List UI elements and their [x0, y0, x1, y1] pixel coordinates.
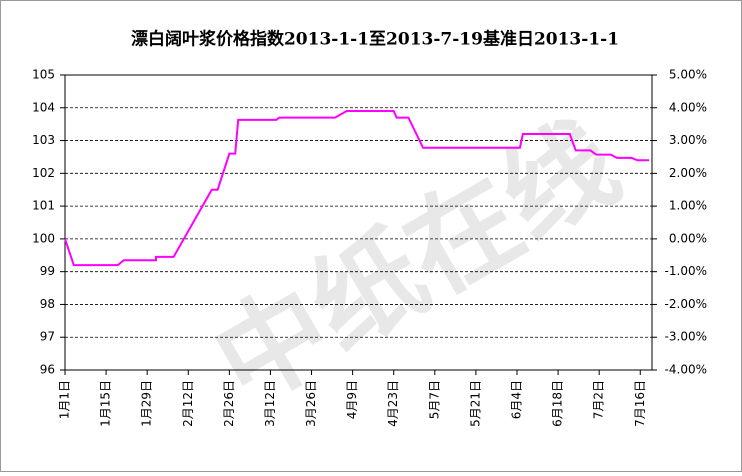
y2-tick-label: 3.00%	[669, 133, 707, 147]
x-tick-label: 2月26日	[222, 380, 236, 427]
y2-tick-label: -4.00%	[665, 363, 707, 377]
y2-tick-label: -2.00%	[665, 297, 707, 311]
y2-tick-label: 0.00%	[669, 231, 707, 245]
chart-title: 漂白阔叶浆价格指数2013-1-1至2013-7-19基准日2013-1-1	[131, 29, 619, 50]
x-tick-label: 1月15日	[99, 380, 113, 427]
y-tick-label: 96	[40, 363, 55, 377]
plot-area	[64, 74, 653, 371]
x-tick-label: 6月18日	[551, 380, 565, 427]
y2-tick-label: -1.00%	[665, 264, 707, 278]
data-line	[64, 110, 650, 267]
y-tick-label: 103	[32, 133, 55, 147]
y2-tick-label: -3.00%	[665, 330, 707, 344]
y-tick-label: 104	[32, 100, 55, 114]
y-tick-label: 100	[32, 231, 55, 245]
x-tick-label: 3月12日	[263, 380, 277, 427]
y2-tick-label: 5.00%	[669, 68, 707, 82]
y-tick-label: 101	[32, 199, 55, 213]
y-tick-label: 105	[32, 68, 55, 82]
y2-tick-label: 4.00%	[669, 100, 707, 114]
x-tick-label: 2月12日	[181, 380, 195, 427]
y-tick-label: 98	[40, 297, 55, 311]
x-tick-label: 1月1日	[58, 380, 72, 419]
x-tick-label: 7月2日	[592, 380, 606, 419]
x-tick-label: 5月7日	[427, 380, 441, 419]
y-tick-label: 102	[32, 166, 55, 180]
x-tick-label: 5月21日	[468, 380, 482, 427]
y2-tick-label: 2.00%	[669, 166, 707, 180]
x-tick-label: 1月29日	[140, 380, 154, 427]
x-tick-label: 6月4日	[509, 380, 523, 419]
x-tick-label: 4月9日	[345, 380, 359, 419]
y-tick-label: 97	[40, 330, 55, 344]
y2-tick-label: 1.00%	[669, 199, 707, 213]
x-tick-label: 4月23日	[386, 380, 400, 427]
y-tick-label: 99	[40, 264, 55, 278]
x-tick-label: 3月26日	[304, 380, 318, 427]
x-tick-label: 7月16日	[633, 380, 647, 427]
